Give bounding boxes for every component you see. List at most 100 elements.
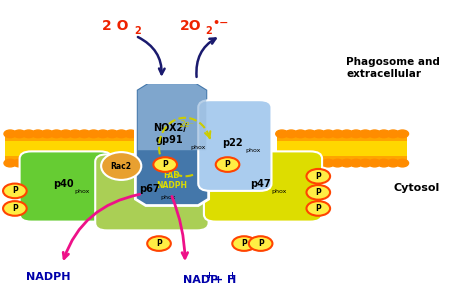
Circle shape [307, 169, 330, 183]
Circle shape [387, 159, 399, 167]
Circle shape [350, 159, 362, 167]
Circle shape [313, 130, 325, 138]
Text: FAD
NADPH: FAD NADPH [156, 171, 188, 190]
Circle shape [3, 183, 27, 198]
Circle shape [60, 130, 72, 138]
Circle shape [32, 130, 44, 138]
Circle shape [359, 130, 372, 138]
Text: 2e⁻: 2e⁻ [180, 120, 195, 128]
Text: phox: phox [74, 189, 90, 194]
Text: P: P [315, 204, 321, 213]
Circle shape [285, 159, 297, 167]
Circle shape [115, 159, 128, 167]
Bar [277, 134, 407, 163]
Circle shape [359, 159, 372, 167]
Text: phox: phox [272, 189, 287, 194]
Circle shape [396, 130, 409, 138]
Text: NADP: NADP [182, 275, 218, 285]
Circle shape [368, 159, 381, 167]
Circle shape [249, 236, 273, 251]
Ellipse shape [101, 152, 141, 180]
Text: 2 O: 2 O [102, 19, 129, 33]
Polygon shape [138, 84, 206, 150]
Circle shape [13, 159, 26, 167]
Circle shape [97, 130, 109, 138]
Circle shape [331, 130, 344, 138]
Text: NOX2/
gp91: NOX2/ gp91 [153, 123, 187, 145]
Text: phox: phox [245, 148, 261, 153]
Text: NADPH: NADPH [26, 272, 70, 282]
Circle shape [87, 130, 100, 138]
Circle shape [13, 130, 26, 138]
Text: P: P [315, 172, 321, 181]
Circle shape [50, 159, 63, 167]
Text: P: P [315, 188, 321, 197]
Circle shape [387, 130, 399, 138]
Circle shape [4, 130, 16, 138]
Circle shape [23, 130, 35, 138]
Circle shape [23, 159, 35, 167]
Circle shape [78, 130, 91, 138]
Circle shape [3, 201, 27, 216]
Circle shape [294, 130, 307, 138]
Circle shape [50, 130, 63, 138]
FancyBboxPatch shape [19, 151, 112, 222]
Polygon shape [136, 83, 209, 206]
Circle shape [4, 159, 16, 167]
Circle shape [322, 159, 334, 167]
Circle shape [331, 159, 344, 167]
Circle shape [87, 159, 100, 167]
FancyBboxPatch shape [95, 154, 209, 230]
Bar [5, 141, 136, 156]
Circle shape [368, 130, 381, 138]
Text: p47: p47 [250, 178, 271, 188]
Text: P: P [156, 239, 162, 248]
Circle shape [69, 159, 81, 167]
Circle shape [378, 159, 390, 167]
Circle shape [322, 130, 334, 138]
Text: •−: •− [212, 18, 229, 28]
Circle shape [216, 157, 239, 172]
Text: p40: p40 [53, 178, 73, 188]
Text: phox: phox [160, 195, 176, 200]
Text: p67: p67 [139, 184, 160, 194]
Text: Phagosome and
extracellular: Phagosome and extracellular [346, 57, 440, 79]
Text: P: P [12, 204, 18, 213]
Text: Rac2: Rac2 [111, 161, 132, 171]
Text: 2: 2 [205, 26, 211, 36]
Circle shape [294, 159, 307, 167]
Text: p22: p22 [222, 138, 243, 148]
Text: +: + [228, 271, 236, 280]
Text: 2O: 2O [180, 19, 202, 33]
FancyBboxPatch shape [198, 100, 272, 191]
Circle shape [41, 159, 54, 167]
Text: +: + [205, 271, 212, 280]
Text: 2: 2 [134, 26, 141, 36]
Text: Cytosol: Cytosol [393, 183, 440, 193]
Circle shape [147, 236, 171, 251]
Text: P: P [258, 239, 264, 248]
Circle shape [125, 159, 137, 167]
Circle shape [97, 159, 109, 167]
Circle shape [41, 130, 54, 138]
Circle shape [125, 130, 137, 138]
Circle shape [285, 130, 297, 138]
Circle shape [307, 201, 330, 216]
Circle shape [396, 159, 409, 167]
Text: P: P [12, 186, 18, 196]
Circle shape [232, 236, 256, 251]
Circle shape [154, 157, 177, 172]
Circle shape [313, 159, 325, 167]
Text: P: P [241, 239, 247, 248]
Circle shape [303, 159, 316, 167]
Circle shape [350, 130, 362, 138]
FancyBboxPatch shape [204, 151, 322, 222]
Circle shape [60, 159, 72, 167]
Circle shape [378, 130, 390, 138]
Circle shape [341, 130, 353, 138]
Circle shape [32, 159, 44, 167]
Circle shape [276, 159, 288, 167]
Circle shape [307, 185, 330, 200]
Circle shape [115, 130, 128, 138]
Text: P: P [225, 160, 230, 169]
